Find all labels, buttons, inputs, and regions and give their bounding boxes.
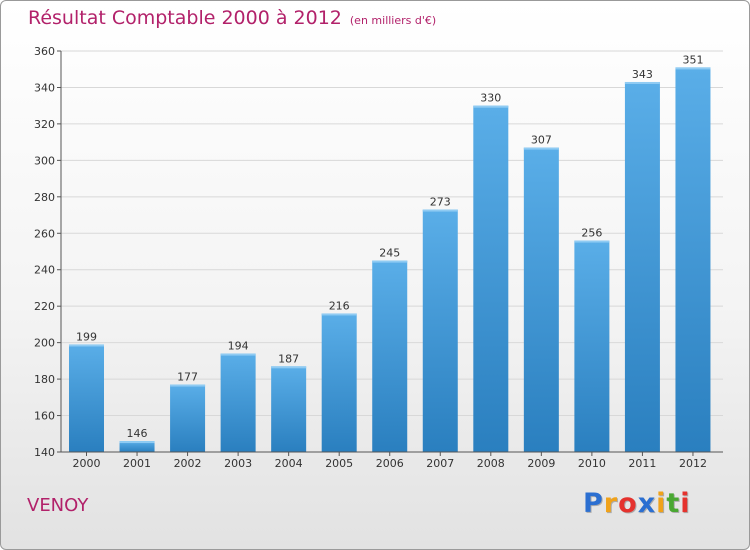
x-tick-label-2012: 2012 xyxy=(679,457,707,470)
y-tick-label: 180 xyxy=(34,373,55,386)
bar-highlight xyxy=(321,313,357,316)
logo-letter: i xyxy=(680,488,691,519)
bar-2009 xyxy=(523,147,559,452)
x-tick-label-2006: 2006 xyxy=(376,457,404,470)
bar-2008 xyxy=(473,105,509,452)
y-tick-label: 340 xyxy=(34,81,55,94)
x-tick-label-2008: 2008 xyxy=(477,457,505,470)
x-tick-label-2005: 2005 xyxy=(325,457,353,470)
bar-highlight xyxy=(523,147,559,150)
y-tick-label: 280 xyxy=(34,191,55,204)
chart-title-block: Résultat Comptable 2000 à 2012 (en millie… xyxy=(28,7,436,29)
bar-highlight xyxy=(422,209,458,212)
y-tick-label: 220 xyxy=(34,300,55,313)
y-tick-label: 200 xyxy=(34,337,55,350)
x-tick-label-2004: 2004 xyxy=(275,457,303,470)
logo-letter: P xyxy=(583,488,604,519)
x-tick-label-2007: 2007 xyxy=(426,457,454,470)
logo-letter: t xyxy=(666,488,681,519)
value-label-2011: 343 xyxy=(632,68,653,81)
chart-subtitle: (en milliers d'€) xyxy=(349,14,437,27)
bar-highlight xyxy=(372,260,408,263)
y-tick-label: 160 xyxy=(34,410,55,423)
bar-2002 xyxy=(170,384,206,452)
value-label-2008: 330 xyxy=(480,92,501,105)
value-label-2006: 245 xyxy=(379,247,400,260)
value-label-2003: 194 xyxy=(228,340,249,353)
value-label-2012: 351 xyxy=(682,53,703,66)
bar-highlight xyxy=(170,384,206,387)
bars: 199 146 177 194 187 216 245 273 330 307 256 343 351 xyxy=(69,53,711,453)
value-label-2002: 177 xyxy=(177,371,198,384)
x-tick-label-2002: 2002 xyxy=(174,457,202,470)
value-label-2005: 216 xyxy=(329,299,350,312)
bar-2001 xyxy=(119,441,155,452)
y-tick-label: 320 xyxy=(34,118,55,131)
value-label-2001: 146 xyxy=(127,427,148,440)
bar-2004 xyxy=(271,366,307,452)
logo-letter: r xyxy=(603,488,619,519)
bar-2006 xyxy=(372,260,408,452)
location-name: VENOY xyxy=(27,495,89,516)
x-tick-label-2000: 2000 xyxy=(73,457,101,470)
logo-letter: o xyxy=(618,488,638,519)
bar-highlight xyxy=(271,366,307,369)
bar-2005 xyxy=(321,313,357,452)
bar-2012 xyxy=(675,67,711,453)
x-tick-label-2001: 2001 xyxy=(123,457,151,470)
chart-title: Résultat Comptable 2000 à 2012 xyxy=(28,7,342,29)
value-label-2000: 199 xyxy=(76,330,97,343)
bar-highlight xyxy=(473,105,509,108)
x-tick-label-2011: 2011 xyxy=(628,457,656,470)
x-tick-label-2003: 2003 xyxy=(224,457,252,470)
value-label-2010: 256 xyxy=(581,227,602,240)
y-tick-label: 360 xyxy=(34,45,55,58)
bar-highlight xyxy=(69,344,104,347)
y-tick-label: 260 xyxy=(34,227,55,240)
axes: 140 160 180 200 220 240 260 280 300 320 340 360 2000… xyxy=(34,45,723,470)
bar-highlight xyxy=(675,67,711,70)
bar-highlight xyxy=(220,353,256,356)
y-tick-label: 240 xyxy=(34,264,55,277)
y-tick-label: 140 xyxy=(34,446,55,459)
x-tick-label-2009: 2009 xyxy=(527,457,555,470)
bar-2000 xyxy=(69,344,104,452)
value-label-2009: 307 xyxy=(531,134,552,147)
bar-2010 xyxy=(574,240,610,452)
bar-highlight xyxy=(624,81,660,84)
bar-2003 xyxy=(220,353,256,452)
x-tick-label-2010: 2010 xyxy=(578,457,606,470)
logo-letter: i xyxy=(656,488,667,519)
bar-highlight xyxy=(574,240,610,243)
logo-letter: x xyxy=(637,488,657,519)
bar-2007 xyxy=(422,209,458,452)
proxiti-logo: Proxiti xyxy=(583,488,691,519)
value-label-2007: 273 xyxy=(430,196,451,209)
value-label-2004: 187 xyxy=(278,352,299,365)
bar-2011 xyxy=(624,81,660,453)
y-tick-label: 300 xyxy=(34,154,55,167)
bar-highlight xyxy=(119,441,155,444)
